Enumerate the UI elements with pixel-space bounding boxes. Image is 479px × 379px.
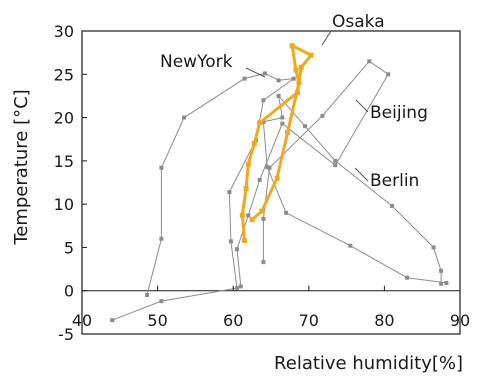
- ticks-layer: 40 50 60 70 80 90 -5 0 5 10 15 20 25 30: [54, 22, 471, 344]
- data-point-berlin: [303, 124, 308, 129]
- data-point-newyork: [159, 165, 164, 170]
- y-tick-label: 5: [64, 238, 74, 257]
- data-point-osaka: [243, 186, 249, 192]
- data-point-osaka: [239, 212, 245, 218]
- data-point-newyork: [276, 78, 281, 83]
- data-point-newyork: [145, 293, 150, 298]
- data-point-berlin: [265, 164, 270, 169]
- data-point-beijing: [246, 213, 251, 218]
- data-point-berlin: [431, 245, 436, 250]
- annotation-osaka: Osaka: [332, 12, 385, 32]
- annotation-newyork: NewYork: [160, 52, 233, 72]
- data-point-beijing: [367, 59, 372, 64]
- series-line-beijing: [236, 60, 389, 287]
- data-point-newyork: [227, 190, 232, 195]
- data-point-osaka: [259, 208, 265, 214]
- series-beijing: [234, 59, 391, 289]
- data-point-beijing: [261, 216, 266, 221]
- leader-line-newyork: [245, 67, 266, 78]
- data-point-beijing: [257, 177, 262, 182]
- data-point-newyork: [291, 76, 296, 81]
- data-point-berlin: [439, 268, 444, 273]
- data-point-newyork: [242, 76, 247, 81]
- x-tick-label: 70: [299, 311, 319, 330]
- data-point-newyork: [159, 236, 164, 241]
- leader-line-beijing: [355, 99, 369, 113]
- x-axis-title: Relative humidity[%]: [274, 353, 463, 374]
- plot-frame: [81, 30, 461, 335]
- y-tick-label: 20: [54, 109, 74, 128]
- y-tick-label: 15: [54, 152, 74, 171]
- data-point-osaka: [294, 89, 300, 95]
- data-point-berlin: [439, 281, 444, 286]
- plot-area: [81, 30, 461, 335]
- series-layer: [110, 43, 449, 323]
- data-point-berlin: [284, 210, 289, 215]
- leader-line-osaka: [321, 30, 332, 46]
- y-tick-label: 30: [54, 22, 74, 41]
- data-point-beijing: [333, 163, 338, 168]
- data-point-beijing: [267, 165, 272, 170]
- y-tick-label: 10: [54, 195, 74, 214]
- data-point-osaka: [289, 43, 295, 49]
- data-point-berlin: [333, 158, 338, 163]
- data-point-osaka: [296, 80, 302, 86]
- data-point-beijing: [238, 284, 243, 289]
- data-point-osaka: [308, 52, 314, 58]
- data-point-newyork: [110, 318, 115, 323]
- y-tick-label: 0: [64, 282, 74, 301]
- data-point-osaka: [293, 67, 299, 73]
- data-point-osaka: [298, 64, 304, 70]
- data-point-berlin: [280, 115, 285, 120]
- data-point-osaka: [242, 238, 248, 244]
- x-tick-label: 60: [223, 311, 243, 330]
- data-point-newyork: [182, 115, 187, 120]
- data-point-osaka: [245, 161, 251, 167]
- y-axis-title: Temperature [°C]: [11, 89, 32, 245]
- annotation-berlin: Berlin: [370, 171, 419, 191]
- data-point-newyork: [262, 71, 267, 76]
- data-point-newyork: [159, 299, 164, 304]
- data-point-newyork: [234, 286, 239, 291]
- annotation-layer: Osaka NewYork Beijing Berlin: [160, 12, 428, 191]
- data-point-berlin: [444, 280, 449, 285]
- data-point-berlin: [389, 203, 394, 208]
- x-tick-label: 40: [72, 311, 92, 330]
- data-point-newyork: [228, 239, 233, 244]
- x-tick-label: 80: [374, 311, 394, 330]
- data-point-beijing: [280, 121, 285, 126]
- annotation-beijing: Beijing: [370, 103, 428, 123]
- x-tick-label: 90: [450, 311, 470, 330]
- data-point-osaka: [274, 175, 280, 181]
- data-point-beijing: [386, 72, 391, 77]
- data-point-osaka: [249, 217, 255, 223]
- data-point-berlin: [405, 275, 410, 280]
- x-tick-label: 50: [147, 311, 167, 330]
- y-tick-label: -5: [58, 325, 74, 344]
- data-point-osaka: [257, 120, 263, 126]
- leader-line-berlin: [354, 167, 369, 182]
- data-point-newyork: [261, 98, 266, 103]
- series-line-osaka: [240, 44, 313, 241]
- data-point-beijing: [234, 247, 239, 252]
- series-osaka: [239, 43, 314, 244]
- data-point-beijing: [320, 113, 325, 118]
- data-point-berlin: [276, 93, 281, 98]
- y-tick-label: 25: [54, 65, 74, 84]
- data-point-osaka: [251, 141, 257, 147]
- data-point-berlin: [261, 119, 266, 124]
- data-point-beijing: [261, 260, 266, 265]
- data-point-osaka: [285, 129, 291, 135]
- data-point-berlin: [348, 243, 353, 248]
